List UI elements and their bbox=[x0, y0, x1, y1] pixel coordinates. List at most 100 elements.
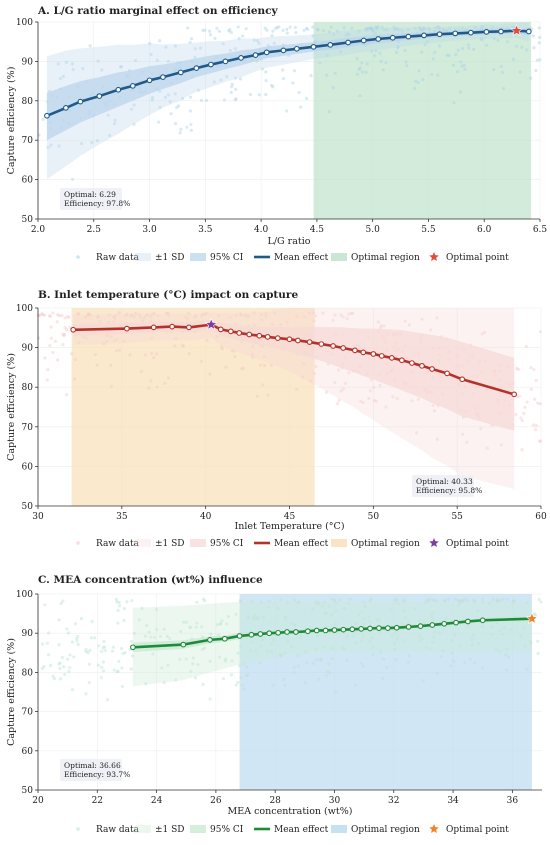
raw-data-point bbox=[208, 659, 212, 663]
raw-data-point bbox=[125, 312, 129, 316]
raw-data-point bbox=[133, 58, 138, 63]
raw-data-point bbox=[460, 46, 465, 51]
raw-data-point bbox=[114, 597, 118, 602]
raw-data-point bbox=[318, 658, 322, 662]
raw-data-point bbox=[395, 27, 399, 31]
legend-label: Optimal region bbox=[351, 539, 420, 549]
raw-data-point bbox=[302, 315, 306, 319]
raw-data-point bbox=[366, 26, 370, 30]
raw-data-point bbox=[105, 334, 109, 338]
raw-data-point bbox=[66, 657, 70, 661]
raw-data-point bbox=[132, 122, 136, 126]
raw-data-point bbox=[460, 64, 464, 68]
raw-data-point bbox=[279, 598, 283, 602]
raw-data-point bbox=[321, 311, 325, 315]
raw-data-point bbox=[84, 650, 88, 654]
mean-point bbox=[222, 58, 229, 65]
raw-data-point bbox=[271, 638, 275, 642]
raw-data-point bbox=[360, 70, 365, 74]
raw-data-point bbox=[264, 92, 268, 97]
raw-data-point bbox=[185, 620, 189, 624]
mean-point bbox=[44, 112, 50, 119]
raw-data-point bbox=[491, 598, 496, 602]
raw-data-point bbox=[492, 37, 496, 41]
raw-data-point bbox=[84, 647, 88, 651]
raw-data-point bbox=[164, 311, 168, 316]
x-tick-label: 3.5 bbox=[198, 225, 213, 235]
raw-data-point bbox=[70, 687, 74, 692]
raw-data-point bbox=[261, 383, 265, 387]
mean-point bbox=[360, 37, 367, 44]
raw-data-point bbox=[515, 366, 519, 370]
raw-data-point bbox=[58, 677, 63, 681]
y-tick-label: 60 bbox=[22, 176, 34, 186]
raw-data-point bbox=[165, 634, 169, 638]
x-tick-label: 28 bbox=[269, 796, 281, 806]
raw-data-point bbox=[537, 26, 541, 30]
raw-data-point bbox=[431, 403, 435, 408]
raw-data-point bbox=[264, 312, 268, 316]
raw-data-point bbox=[331, 646, 335, 650]
raw-data-point bbox=[285, 320, 289, 324]
raw-data-point bbox=[413, 79, 418, 83]
raw-data-point bbox=[184, 657, 188, 661]
raw-data-point bbox=[447, 53, 451, 58]
raw-data-point bbox=[462, 63, 466, 67]
raw-data-point bbox=[261, 615, 265, 619]
raw-data-point bbox=[239, 676, 243, 680]
legend-label: ±1 SD bbox=[155, 539, 185, 549]
panel-2: B. Inlet temperature (°C) impact on capt… bbox=[6, 289, 547, 549]
raw-data-point bbox=[46, 653, 51, 657]
raw-data-point bbox=[252, 38, 256, 42]
raw-data-point bbox=[514, 412, 518, 417]
raw-data-point bbox=[331, 85, 335, 90]
raw-data-point bbox=[101, 646, 105, 650]
raw-data-point bbox=[480, 25, 484, 29]
raw-data-point bbox=[384, 405, 388, 409]
legend-swatch-raw bbox=[76, 827, 80, 831]
raw-data-point bbox=[360, 609, 364, 614]
raw-data-point bbox=[397, 28, 402, 32]
raw-data-point bbox=[68, 666, 72, 670]
raw-data-point bbox=[354, 622, 358, 626]
raw-data-point bbox=[536, 401, 540, 405]
raw-data-point bbox=[534, 378, 538, 383]
mean-point bbox=[313, 627, 320, 634]
raw-data-point bbox=[371, 652, 375, 657]
raw-data-point bbox=[137, 618, 141, 622]
raw-data-point bbox=[233, 98, 237, 102]
raw-data-point bbox=[435, 437, 440, 441]
raw-data-point bbox=[120, 684, 124, 689]
legend-swatch-raw bbox=[76, 255, 80, 259]
raw-data-point bbox=[422, 620, 427, 624]
raw-data-point bbox=[316, 28, 320, 32]
y-tick-label: 100 bbox=[16, 590, 33, 600]
raw-data-point bbox=[327, 30, 332, 34]
raw-data-point bbox=[237, 664, 242, 668]
raw-data-point bbox=[184, 315, 188, 319]
raw-data-point bbox=[115, 337, 119, 341]
x-tick-label: 32 bbox=[388, 796, 399, 806]
raw-data-point bbox=[220, 347, 224, 351]
raw-data-point bbox=[272, 41, 276, 45]
raw-data-point bbox=[163, 95, 168, 100]
mean-point bbox=[207, 637, 213, 643]
raw-data-point bbox=[529, 641, 533, 645]
raw-data-point bbox=[448, 26, 452, 31]
raw-data-point bbox=[72, 377, 77, 381]
raw-data-point bbox=[337, 398, 341, 402]
raw-data-point bbox=[116, 608, 120, 612]
raw-data-point bbox=[499, 443, 503, 447]
raw-data-point bbox=[100, 68, 104, 72]
x-tick-label: 60 bbox=[535, 512, 547, 522]
raw-data-point bbox=[532, 367, 536, 372]
mean-point bbox=[327, 41, 334, 48]
raw-data-point bbox=[49, 663, 53, 667]
raw-data-point bbox=[187, 352, 191, 356]
raw-data-point bbox=[201, 28, 205, 32]
raw-data-point bbox=[270, 34, 274, 38]
raw-data-point bbox=[233, 355, 237, 359]
raw-data-point bbox=[264, 70, 268, 74]
raw-data-point bbox=[239, 644, 243, 648]
raw-data-point bbox=[177, 104, 181, 108]
